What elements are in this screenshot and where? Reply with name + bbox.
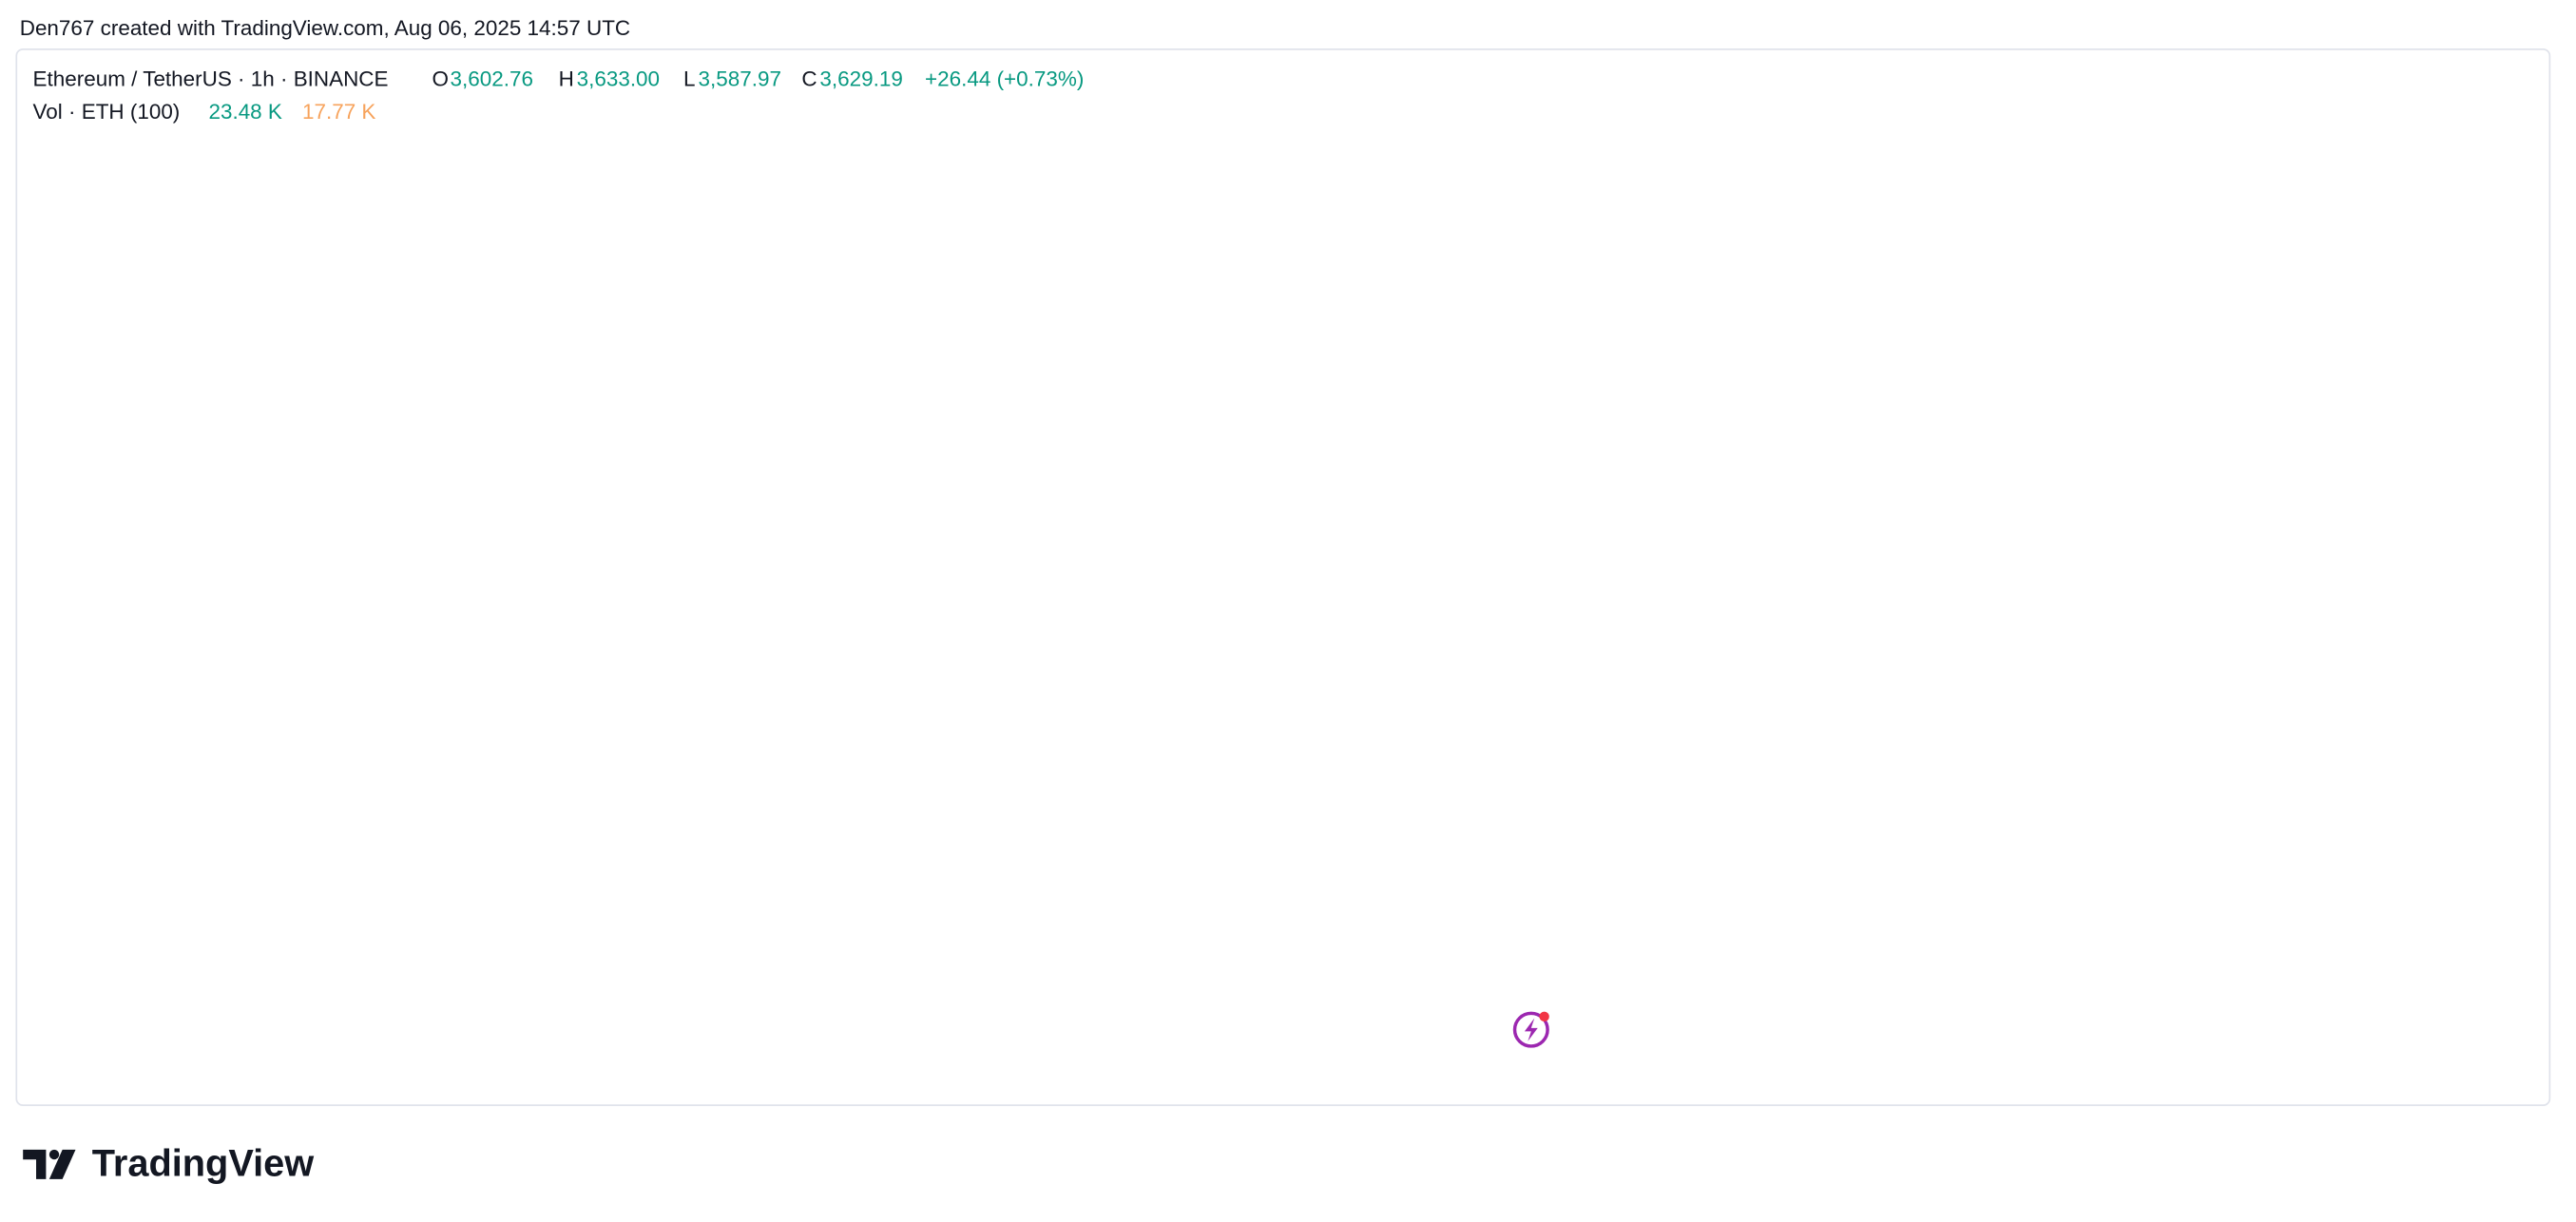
canvas: Den767 created with TradingView.com, Aug…: [15, 16, 2551, 1185]
volume-value: 23.48 K: [208, 100, 281, 124]
legend-key: O: [433, 67, 449, 91]
alert-bolt: [1524, 1018, 1538, 1041]
legend-change: +26.44 (+0.73%): [925, 67, 1084, 91]
legend-value: 3,633.00: [577, 67, 660, 91]
legend-value: 3,629.19: [819, 67, 902, 91]
credit: Den767 created with TradingView.com, Aug…: [20, 16, 630, 40]
legend-key: L: [683, 67, 696, 91]
legend-key: C: [801, 67, 817, 91]
logo-mark: [48, 1149, 76, 1179]
logo: TradingView: [23, 1143, 314, 1185]
legend-value: 3,602.76: [451, 67, 533, 91]
logo-mark: [23, 1149, 47, 1179]
legend-value: 3,587.97: [699, 67, 781, 91]
volume-ma-value: 17.77 K: [302, 100, 375, 124]
logo-mark: [48, 1149, 60, 1160]
symbol: Ethereum / TetherUS · 1h · BINANCE: [33, 67, 389, 91]
volume-name: Vol · ETH (100): [33, 100, 181, 124]
alert-dot: [1539, 1011, 1549, 1022]
legend-key: H: [559, 67, 574, 91]
alert-icon[interactable]: [1512, 1011, 1549, 1048]
frame: [15, 48, 2551, 1107]
brand: TradingView: [92, 1143, 314, 1185]
legend: Ethereum / TetherUS · 1h · BINANCE O 3,6…: [33, 67, 1085, 124]
